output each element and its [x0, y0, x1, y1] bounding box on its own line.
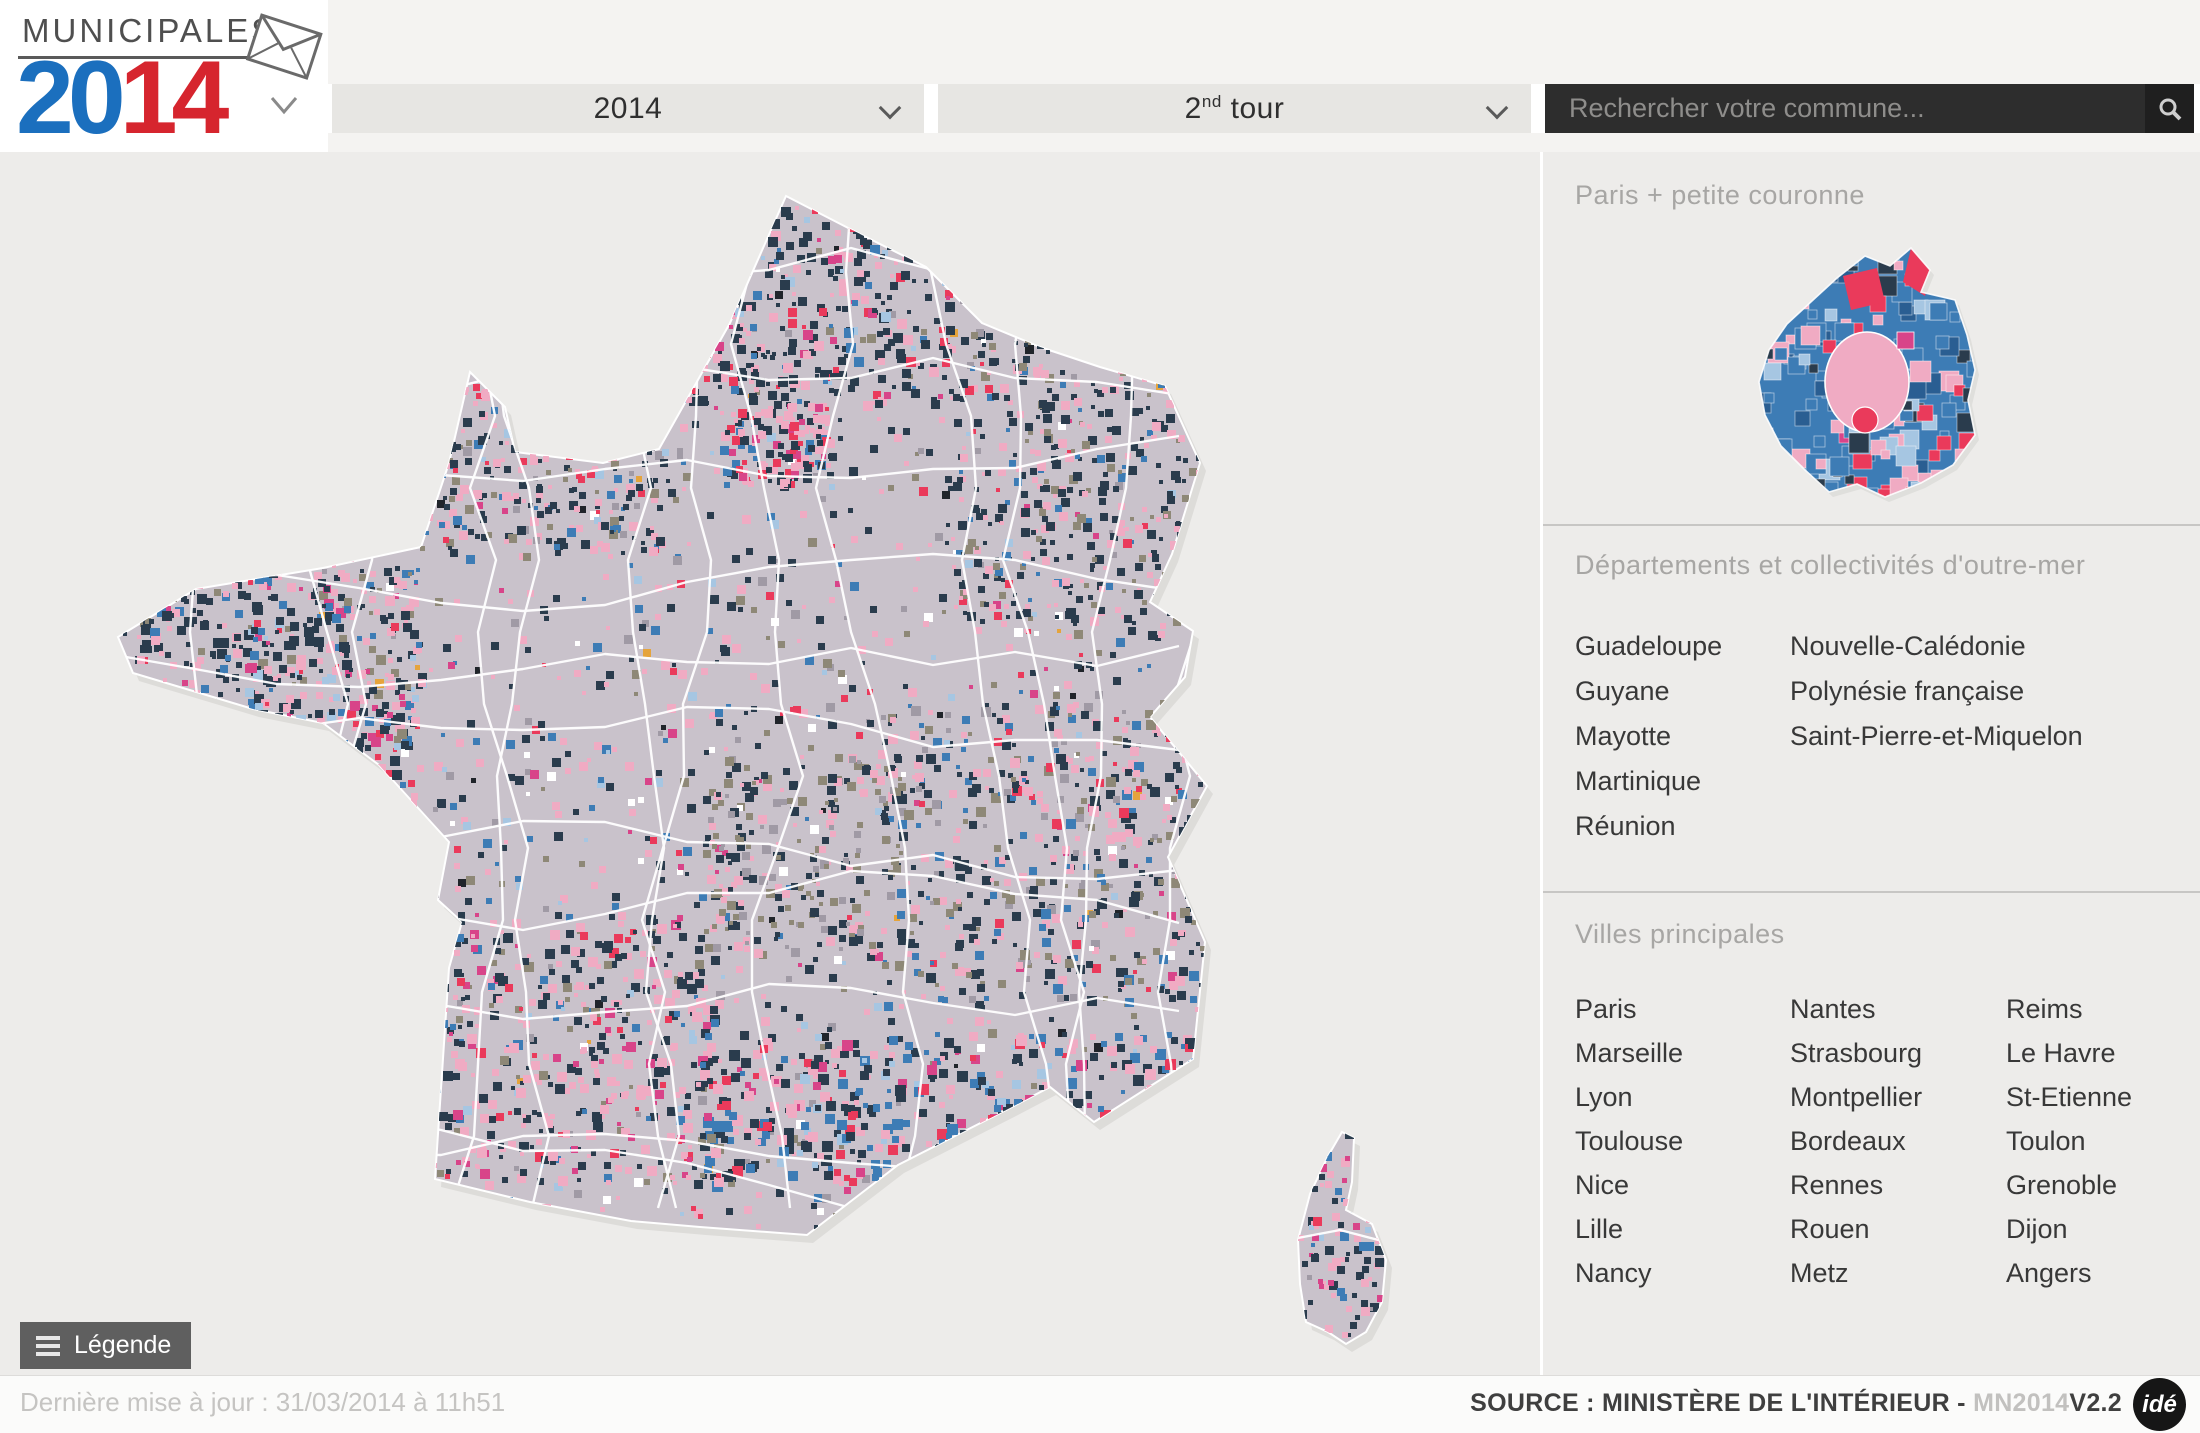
outremer-link[interactable]: Réunion: [1575, 804, 1722, 849]
city-link[interactable]: Strasbourg: [1790, 1031, 1922, 1075]
city-link[interactable]: Le Havre: [2006, 1031, 2132, 1075]
city-link[interactable]: Nancy: [1575, 1251, 1683, 1295]
commune-search: [1545, 84, 2194, 133]
city-link[interactable]: Nice: [1575, 1163, 1683, 1207]
city-link[interactable]: Toulouse: [1575, 1119, 1683, 1163]
hamburger-icon: [36, 1336, 60, 1356]
city-link[interactable]: Paris: [1575, 987, 1683, 1031]
outremer-section: Départements et collectivités d'outre-me…: [1543, 524, 2200, 893]
year-dropdown-value: 2014: [594, 92, 663, 126]
logo-year: 2014: [16, 46, 223, 150]
chevron-down-icon: [1486, 97, 1509, 120]
france-communes-map[interactable]: Légende: [0, 152, 1540, 1375]
outremer-link[interactable]: Guyane: [1575, 669, 1722, 714]
outremer-link[interactable]: Mayotte: [1575, 714, 1722, 759]
city-link[interactable]: Lille: [1575, 1207, 1683, 1251]
source-text: SOURCE : MINISTÈRE DE L'INTÉRIEUR - MN20…: [1470, 1389, 2122, 1418]
outremer-link[interactable]: Martinique: [1575, 759, 1722, 804]
status-bar: Dernière mise à jour : 31/03/2014 à 11h5…: [0, 1375, 2200, 1433]
search-icon: [2157, 96, 2183, 122]
year-dropdown[interactable]: 2014: [332, 84, 924, 133]
city-link[interactable]: Nantes: [1790, 987, 1922, 1031]
section-title: Villes principales: [1575, 919, 1785, 950]
section-title: Départements et collectivités d'outre-me…: [1575, 550, 2085, 581]
paris-petite-couronne-map[interactable]: [1725, 240, 2005, 506]
sidebar: Paris + petite couronne Départements et …: [1543, 152, 2200, 1375]
outremer-link[interactable]: Polynésie française: [1790, 669, 2083, 714]
city-link[interactable]: Toulon: [2006, 1119, 2132, 1163]
round-dropdown-value: 2nd tour: [1185, 92, 1285, 126]
municipales-2014-logo: MUNICIPALES 2014: [0, 0, 328, 152]
city-link[interactable]: Rennes: [1790, 1163, 1922, 1207]
round-dropdown[interactable]: 2nd tour: [938, 84, 1531, 133]
city-link[interactable]: Reims: [2006, 987, 2132, 1031]
city-link[interactable]: Metz: [1790, 1251, 1922, 1295]
city-link[interactable]: St-Etienne: [2006, 1075, 2132, 1119]
ide-logo: idé: [2133, 1378, 2186, 1431]
city-link[interactable]: Dijon: [2006, 1207, 2132, 1251]
city-link[interactable]: Montpellier: [1790, 1075, 1922, 1119]
outremer-link[interactable]: Guadeloupe: [1575, 624, 1722, 669]
last-update-text: Dernière mise à jour : 31/03/2014 à 11h5…: [20, 1387, 505, 1418]
outremer-link[interactable]: Nouvelle-Calédonie: [1790, 624, 2083, 669]
city-link[interactable]: Rouen: [1790, 1207, 1922, 1251]
city-link[interactable]: Lyon: [1575, 1075, 1683, 1119]
section-title: Paris + petite couronne: [1575, 180, 1865, 211]
envelope-ballot-icon: [238, 2, 330, 120]
paris-inset-section: Paris + petite couronne: [1543, 152, 2200, 524]
city-link[interactable]: Marseille: [1575, 1031, 1683, 1075]
chevron-down-icon: [879, 97, 902, 120]
city-link[interactable]: Grenoble: [2006, 1163, 2132, 1207]
city-link[interactable]: Bordeaux: [1790, 1119, 1922, 1163]
city-link[interactable]: Angers: [2006, 1251, 2132, 1295]
top-toolbar: 2014 2nd tour: [0, 0, 2200, 152]
search-button[interactable]: [2145, 84, 2194, 133]
search-input[interactable]: [1545, 84, 2149, 133]
outremer-link[interactable]: Saint-Pierre-et-Miquelon: [1790, 714, 2083, 759]
france-map-svg[interactable]: [0, 152, 1540, 1375]
map-sidebar-separator: [1540, 152, 1543, 1375]
legend-button[interactable]: Légende: [20, 1322, 191, 1369]
